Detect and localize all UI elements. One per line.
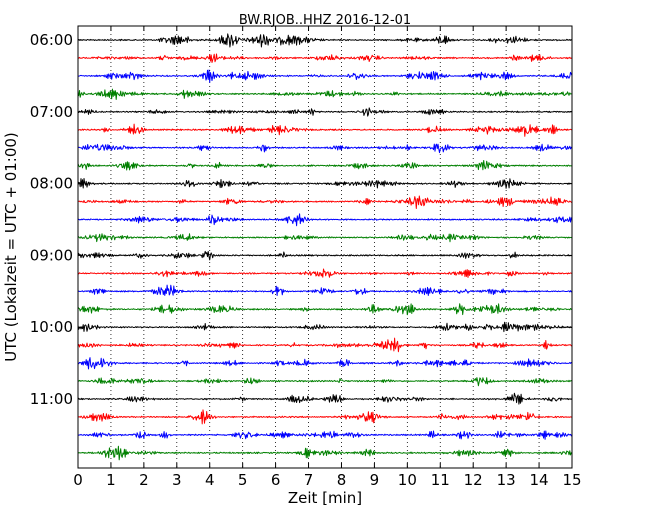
trace-16 (77, 321, 573, 333)
trace-18 (77, 357, 573, 370)
trace-13 (77, 268, 572, 278)
trace-10 (77, 213, 573, 227)
y-tick-label-09:00: 09:00 (30, 246, 73, 264)
y-tick-label-10:00: 10:00 (30, 318, 73, 336)
y-tick-label-06:00: 06:00 (30, 31, 73, 49)
x-tick-label-0: 0 (73, 471, 83, 489)
x-tick-label-13: 13 (497, 471, 516, 489)
x-tick-label-1: 1 (106, 471, 116, 489)
trace-21 (77, 409, 573, 425)
x-tick-label-12: 12 (464, 471, 483, 489)
trace-7 (77, 160, 573, 171)
trace-19 (77, 377, 573, 387)
y-axis-ticks: 06:00 07:00 08:00 09:00 10:00 11:00 (30, 31, 572, 408)
x-gridlines (110, 26, 540, 468)
seismic-traces (77, 33, 573, 461)
trace-11 (77, 233, 573, 243)
chart-title: BW.RJOB..HHZ 2016-12-01 (239, 13, 411, 28)
x-tick-label-10: 10 (398, 471, 417, 489)
x-tick-label-3: 3 (172, 471, 182, 489)
plot-frame (77, 25, 573, 469)
trace-8 (77, 178, 573, 189)
trace-4 (77, 107, 572, 117)
x-axis-label: Zeit [min] (288, 489, 362, 507)
x-tick-label-5: 5 (238, 471, 248, 489)
y-axis-label: UTC (Lokalzeit = UTC + 01:00) (2, 132, 20, 362)
x-axis-ticks: 0 1 2 3 4 5 6 7 8 9 10 11 12 13 14 15 (73, 26, 582, 489)
trace-3 (77, 88, 573, 100)
x-tick-label-9: 9 (370, 471, 380, 489)
y-tick-label-11:00: 11:00 (30, 390, 73, 408)
trace-12 (77, 250, 573, 261)
trace-23 (77, 445, 573, 461)
trace-2 (77, 69, 573, 83)
trace-20 (77, 392, 573, 405)
x-tick-label-8: 8 (337, 471, 347, 489)
x-tick-label-4: 4 (205, 471, 215, 489)
x-tick-label-14: 14 (530, 471, 549, 489)
y-tick-label-07:00: 07:00 (30, 103, 73, 121)
trace-17 (77, 337, 573, 353)
x-tick-label-7: 7 (304, 471, 314, 489)
trace-0 (77, 33, 572, 48)
trace-14 (77, 284, 573, 296)
trace-15 (77, 303, 573, 316)
trace-1 (77, 53, 573, 63)
x-tick-label-6: 6 (271, 471, 281, 489)
y-tick-label-08:00: 08:00 (30, 175, 73, 193)
x-tick-label-15: 15 (562, 471, 581, 489)
trace-5 (77, 123, 573, 137)
x-tick-label-2: 2 (139, 471, 149, 489)
x-tick-label-11: 11 (431, 471, 450, 489)
trace-6 (77, 143, 573, 154)
trace-22 (77, 430, 573, 440)
trace-9 (77, 195, 573, 209)
